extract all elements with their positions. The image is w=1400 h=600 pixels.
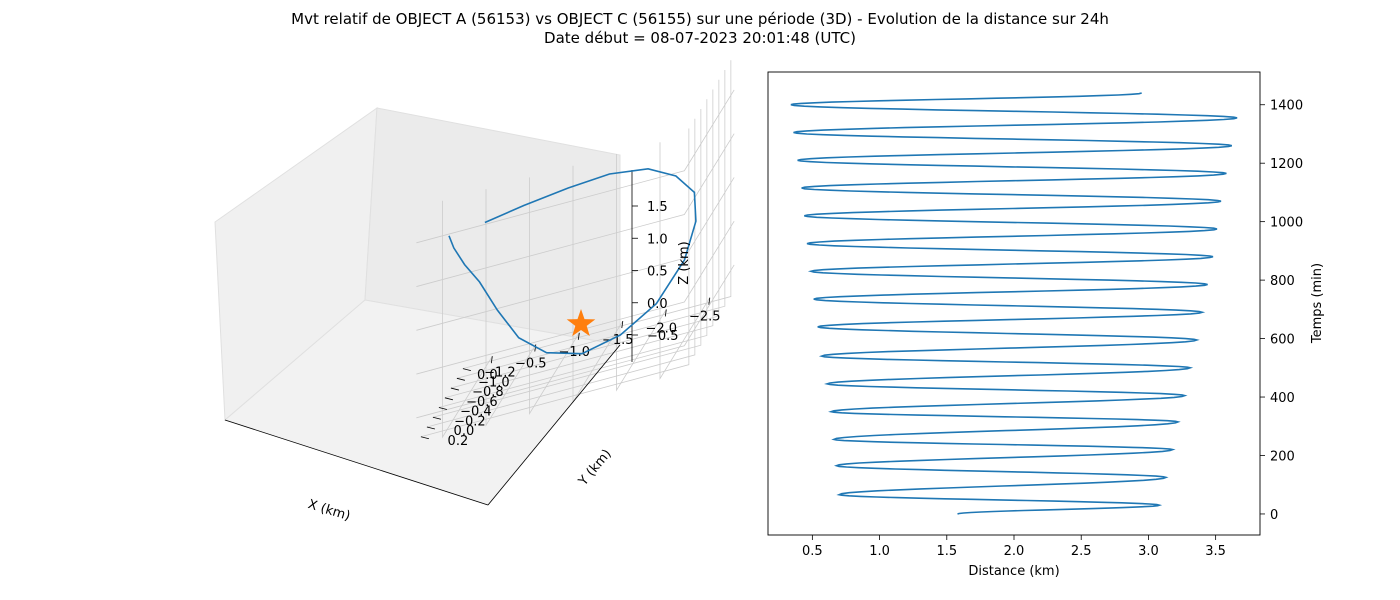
time-tick-label: 400 xyxy=(1270,391,1295,406)
y-tick-label: −0.6 xyxy=(466,395,498,410)
x-tick-label: −1.0 xyxy=(559,345,591,360)
y-tick xyxy=(420,436,429,440)
x-tick xyxy=(490,356,493,364)
plot2d: 0.5 1.0 1.5 2.0 2.5 3.0 3.5 0 200 400 600 800 1000 12… xyxy=(767,71,1325,579)
distance-line xyxy=(790,92,1238,515)
x-tick xyxy=(534,344,537,352)
distance-tick-label: 3.5 xyxy=(1205,544,1226,559)
z-tick-label: 0.5 xyxy=(647,265,668,280)
x-tick-label: −2.5 xyxy=(689,310,721,325)
x-tick xyxy=(621,321,624,329)
y-tick-label: −1.0 xyxy=(478,375,510,390)
x-tick-label: 0.0 xyxy=(477,368,498,383)
time-tick-label: 1200 xyxy=(1270,157,1303,172)
grid-line-z xyxy=(416,220,735,375)
plot2d-frame xyxy=(767,71,1261,536)
chart-title-line1: Mvt relatif de OBJECT A (56153) vs OBJEC… xyxy=(291,10,1109,28)
time-axis-label: Temps (min) xyxy=(1310,263,1325,344)
distance-tick-label: 2.5 xyxy=(1071,544,1092,559)
time-tick-label: 600 xyxy=(1270,333,1295,348)
y-tick xyxy=(456,377,465,381)
y-axis-label: Y (km) xyxy=(575,447,614,490)
time-tick-label: 1000 xyxy=(1270,216,1303,231)
distance-tick-label: 0.5 xyxy=(802,544,823,559)
time-tick-label: 200 xyxy=(1270,449,1295,464)
y-tick xyxy=(444,397,453,401)
z-tick-label: 1.5 xyxy=(647,200,668,215)
distance-tick-label: 3.0 xyxy=(1138,544,1159,559)
distance-tick-label: 1.0 xyxy=(869,544,890,559)
time-tick-label: 0 xyxy=(1270,508,1278,523)
time-tick-label: 1400 xyxy=(1270,99,1303,114)
trajectory-line xyxy=(448,167,697,355)
distance-tick-label: 2.0 xyxy=(1004,544,1025,559)
y-tick-label: 0.2 xyxy=(448,434,469,449)
grid-line-z xyxy=(416,89,735,244)
time-tick-label: 800 xyxy=(1270,274,1295,289)
y-tick-label: −0.4 xyxy=(460,405,492,420)
y-tick xyxy=(462,368,471,371)
x-tick xyxy=(577,332,580,340)
y-tick-label: −1.2 xyxy=(484,366,516,381)
x-tick-label: −1.5 xyxy=(602,333,634,348)
grid-3d xyxy=(416,60,735,439)
y-tick xyxy=(432,416,441,420)
x-tick-label: −0.5 xyxy=(515,357,547,372)
chart-title-line2: Date début = 08-07-2023 20:01:48 (UTC) xyxy=(544,29,856,47)
z-axis-label: Z (km) xyxy=(677,241,692,284)
x-axis-line xyxy=(224,419,489,506)
grid-line-z xyxy=(416,133,735,287)
y-tick xyxy=(426,426,435,430)
y-tick-label: −0.8 xyxy=(472,385,504,400)
x-tick xyxy=(664,309,667,317)
x-tick-label: −2.0 xyxy=(646,321,678,336)
y-tick-label: 0.0 xyxy=(454,424,475,439)
x-axis-label: X (km) xyxy=(306,497,352,524)
y-tick xyxy=(450,387,459,391)
z-tick-label: −0.5 xyxy=(647,329,679,344)
grid-line-z xyxy=(416,264,735,419)
distance-tick-label: 1.5 xyxy=(936,544,957,559)
x-tick xyxy=(708,297,711,305)
star-marker xyxy=(566,309,596,337)
y-tick-label: −0.2 xyxy=(454,414,486,429)
distance-axis-label: Distance (km) xyxy=(968,564,1059,579)
y-tick xyxy=(438,407,447,410)
y-axis-line xyxy=(487,344,621,506)
z-tick-label: 1.0 xyxy=(647,232,668,247)
plot3d: −2.5−2.0−1.5−1.0−0.50.0−1.2−1.0−0.8−0.6−… xyxy=(214,60,735,524)
